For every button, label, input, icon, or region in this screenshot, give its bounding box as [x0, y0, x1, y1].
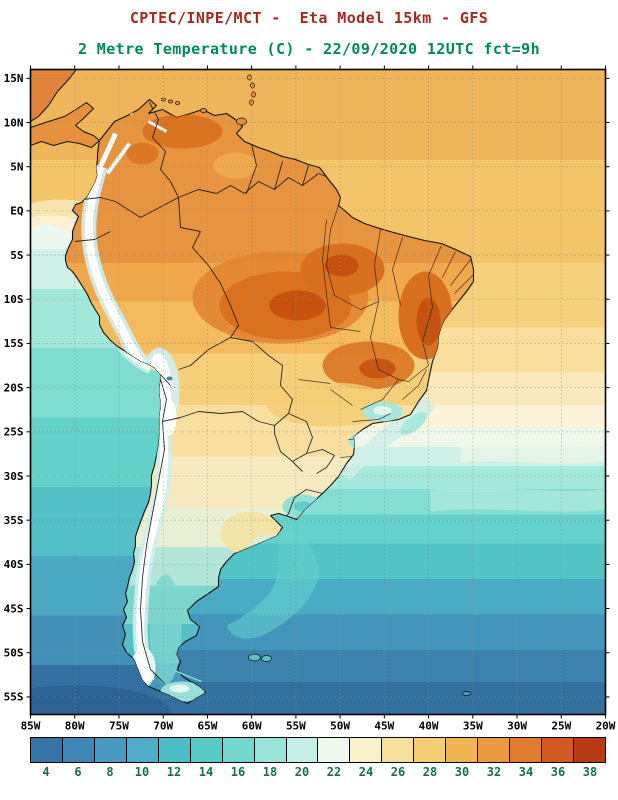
lat-axis: 15N 10N 5N EQ 5S 10S 15S 20S 25S 30S 35S 40S 45S 50S 5…	[4, 72, 24, 704]
lon-label: 30W	[507, 720, 527, 733]
colorbar-label: 12	[166, 765, 182, 779]
lon-label: 25W	[551, 720, 571, 733]
colorbar-label: 6	[74, 765, 82, 779]
colorbar-segment	[573, 738, 605, 762]
falkland-islands	[248, 653, 272, 662]
colorbar-segment	[318, 738, 351, 762]
axis-ticks	[26, 65, 610, 719]
lat-label: 40S	[4, 558, 24, 571]
atlantic-front-band-2	[430, 487, 606, 512]
lat-label: 15S	[4, 337, 24, 350]
lon-label: 80W	[65, 720, 85, 733]
map-frame	[29, 68, 607, 716]
state-borders	[298, 199, 474, 458]
lon-label: 45W	[374, 720, 394, 733]
lon-label: 85W	[21, 720, 41, 733]
colorbar-labels: 4 6 8 10 12 14 16 18 20 22 24 26 28 30 32 34 36 38	[30, 765, 606, 779]
colorbar-label: 36	[550, 765, 566, 779]
atlantic-front-band-1	[460, 439, 606, 464]
lon-axis: 85W 80W 75W 70W 65W 60W 55W 50W 45W 40W 35W 30W 25W 2…	[21, 720, 616, 733]
lat-label: 25S	[4, 426, 24, 439]
page-title: CPTEC/INPE/MCT - Eta Model 15km - GFS	[129, 9, 489, 27]
page-subtitle: 2 Metre Temperature (C) - 22/09/2020 12U…	[77, 40, 541, 58]
colorbar-label: 38	[582, 765, 598, 779]
lon-label: 55W	[286, 720, 306, 733]
colorbar-label: 10	[134, 765, 150, 779]
colorbar-segment	[158, 738, 191, 762]
lon-label: 35W	[463, 720, 483, 733]
temperature-map: 15N 10N 5N EQ 5S 10S 15S 20S 25S 30S 35S 40S 45S 50S 5…	[4, 65, 616, 733]
lon-label: 50W	[330, 720, 350, 733]
colorbar-segment	[126, 738, 159, 762]
lon-label: 60W	[242, 720, 262, 733]
lat-label: 55S	[4, 691, 24, 704]
magellan-strait	[174, 669, 202, 683]
lat-label: 45S	[4, 602, 24, 615]
colorbar-label: 18	[262, 765, 278, 779]
colorbar-segment	[478, 738, 511, 762]
colorbar-segment	[350, 738, 383, 762]
lat-label: 10N	[4, 116, 24, 129]
colorbar-segment	[382, 738, 415, 762]
colorbar-segment	[254, 738, 287, 762]
lat-label: EQ	[10, 205, 24, 218]
lon-label: 65W	[197, 720, 217, 733]
country-borders	[74, 102, 335, 684]
colorbar-wrap: 4 6 8 10 12 14 16 18 20 22 24 26 28 30 32 34 36 38	[30, 737, 606, 779]
colorbar-label: 16	[230, 765, 246, 779]
lat-label: 5S	[10, 249, 23, 262]
colorbar-label: 28	[422, 765, 438, 779]
colorbar-segment	[510, 738, 542, 762]
header: CPTEC/INPE/MCT - Eta Model 15km - GFS 2 …	[0, 0, 618, 58]
colorbar-label: 8	[106, 765, 114, 779]
lat-label: 5N	[10, 161, 23, 174]
colorbar-segment	[542, 738, 574, 762]
central-america	[30, 69, 100, 148]
lon-label: 75W	[109, 720, 129, 733]
lon-label: 20W	[596, 720, 616, 733]
lat-label: 10S	[4, 293, 24, 306]
colorbar-segment	[286, 738, 319, 762]
colorbar-segment	[62, 738, 95, 762]
colorbar-segment	[446, 738, 479, 762]
argentine-shelf-tongue	[226, 527, 319, 639]
south-georgia-island	[462, 691, 471, 696]
colorbar-segment	[190, 738, 223, 762]
lat-label: 20S	[4, 381, 24, 394]
colorbar-label: 4	[42, 765, 50, 779]
colorbar-segment	[94, 738, 127, 762]
colorbar-label: 30	[454, 765, 470, 779]
colorbar-label: 34	[518, 765, 534, 779]
lat-label: 35S	[4, 514, 24, 527]
lat-label: 30S	[4, 470, 24, 483]
lake-titicaca	[166, 376, 173, 381]
colorbar-segment	[222, 738, 255, 762]
lon-label: 40W	[419, 720, 439, 733]
colorbar	[30, 737, 606, 763]
colorbar-segment	[31, 738, 63, 762]
lat-label: 50S	[4, 647, 24, 660]
lat-label: 15N	[4, 72, 24, 85]
rio-offshore-cool-patch	[400, 412, 427, 435]
caribbean-islands	[160, 74, 256, 126]
southwest-cold-pool	[30, 685, 171, 715]
colorbar-label: 24	[358, 765, 374, 779]
ocean-pacific	[30, 223, 197, 715]
se-brazil-coastal-cool-strip	[340, 395, 435, 480]
colorbar-segment	[414, 738, 447, 762]
colorbar-label: 26	[390, 765, 406, 779]
colorbar-label: 32	[486, 765, 502, 779]
lon-label: 70W	[153, 720, 173, 733]
colorbar-label: 14	[198, 765, 214, 779]
colorbar-label: 22	[326, 765, 342, 779]
colorbar-label: 20	[294, 765, 310, 779]
